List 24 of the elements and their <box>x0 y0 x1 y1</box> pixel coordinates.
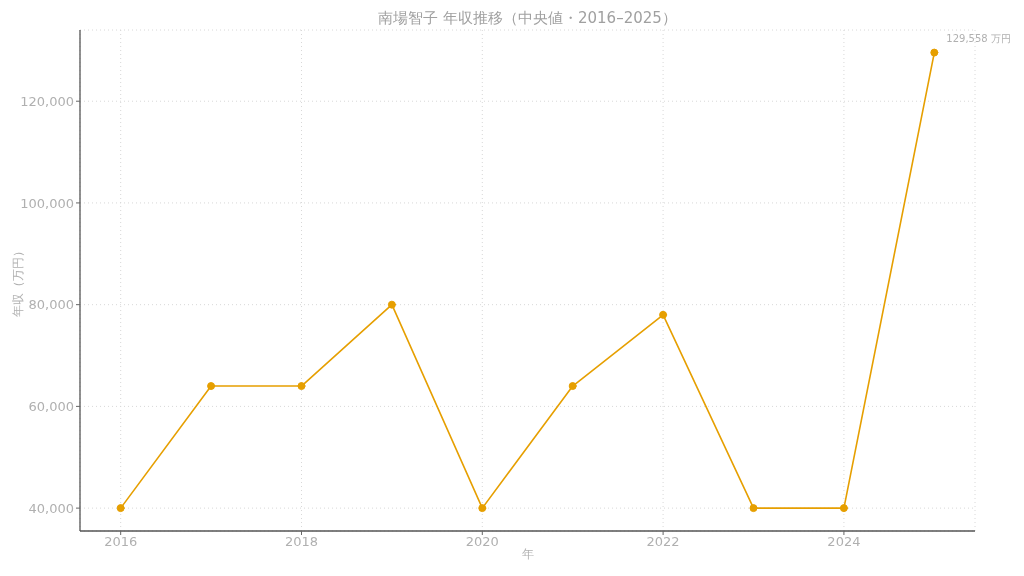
point <box>387 300 396 309</box>
point <box>659 310 668 319</box>
y-tick-label: 120,000 <box>20 93 74 109</box>
point <box>930 48 939 57</box>
point <box>297 382 306 391</box>
point <box>478 504 487 513</box>
x-tick-label: 2024 <box>827 534 861 550</box>
x-tick-label: 2016 <box>104 534 138 550</box>
y-tick-label: 60,000 <box>28 399 74 414</box>
x-tick-label: 2018 <box>284 534 319 550</box>
x-tick-label: 2022 <box>646 534 680 550</box>
point <box>116 504 125 513</box>
x-axis-title: 年 <box>521 547 534 561</box>
y-tick-label: 80,000 <box>28 297 74 313</box>
chart-title: 南場智子 年収推移（中央値・2016–2025） <box>377 8 678 28</box>
point <box>839 504 848 513</box>
x-tick-label: 2020 <box>465 534 499 550</box>
y-axis-title: 年収（万円） <box>10 244 26 317</box>
y-tick-label: 100,000 <box>20 195 74 211</box>
point <box>568 382 577 391</box>
point <box>749 504 758 513</box>
y-tick-label: 40,000 <box>28 500 74 516</box>
point <box>207 382 216 391</box>
data-label: 129,558 万円 <box>946 32 1011 44</box>
